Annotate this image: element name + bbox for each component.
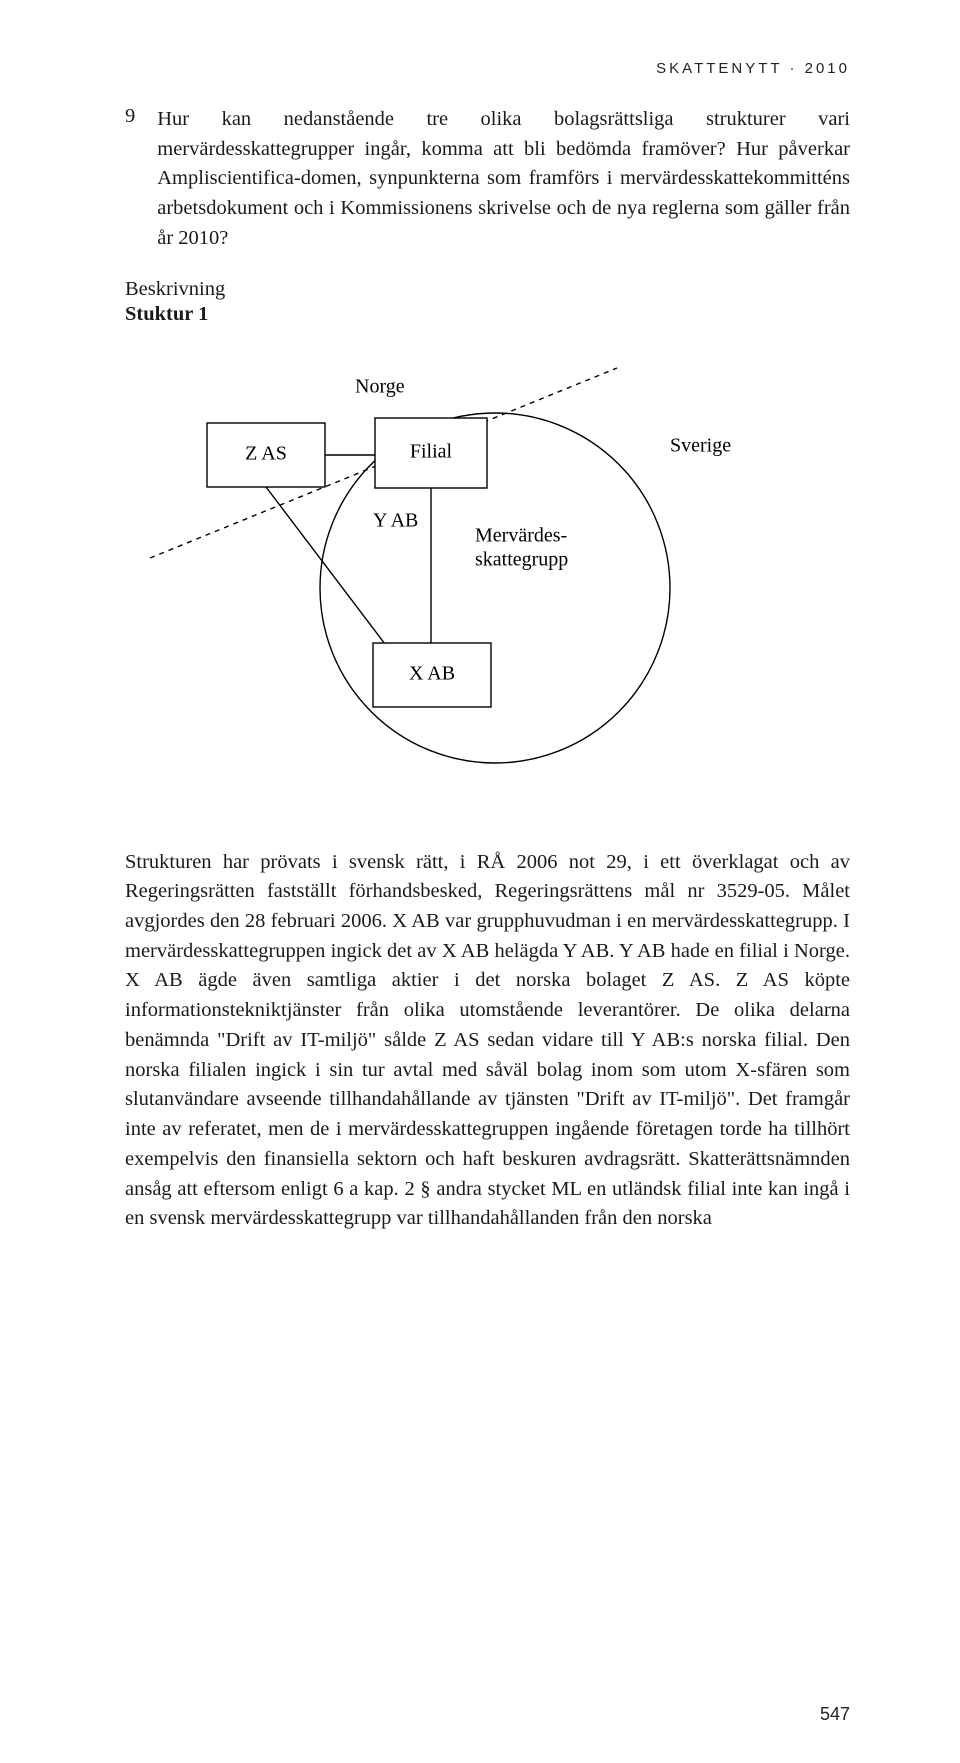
body-paragraph: Strukturen har prövats i svensk rätt, i … (125, 848, 850, 1234)
question-9: 9 Hur kan nedanstående tre olika bolagsr… (125, 105, 850, 254)
running-head: SKATTENYTT · 2010 (125, 60, 850, 77)
svg-text:Mervärdes-: Mervärdes- (475, 524, 567, 546)
svg-text:Z AS: Z AS (245, 442, 287, 464)
svg-text:Norge: Norge (355, 375, 405, 397)
page-number: 547 (820, 1704, 850, 1725)
struktur-heading: Stuktur 1 (125, 303, 850, 326)
question-number: 9 (125, 105, 135, 254)
svg-text:Filial: Filial (410, 440, 453, 462)
svg-text:Y AB: Y AB (373, 509, 418, 531)
svg-text:skattegrupp: skattegrupp (475, 548, 568, 570)
structure-diagram: Z AS Filial X AB Norge Sverige Y AB Mervärdes-… (125, 348, 850, 818)
beskrivning-label: Beskrivning (125, 278, 850, 301)
question-text: Hur kan nedanstående tre olika bolagsrät… (157, 105, 850, 254)
svg-text:Sverige: Sverige (670, 434, 731, 456)
svg-text:X AB: X AB (409, 662, 455, 684)
